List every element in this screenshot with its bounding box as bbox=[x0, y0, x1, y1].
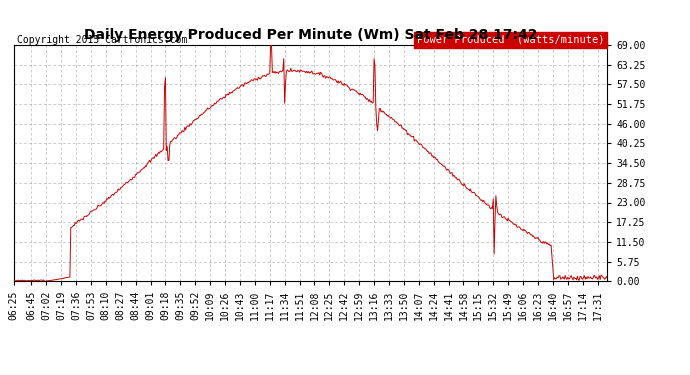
Text: Power Produced  (watts/minute): Power Produced (watts/minute) bbox=[417, 35, 604, 45]
Text: Copyright 2015 Cartronics.com: Copyright 2015 Cartronics.com bbox=[17, 35, 187, 45]
Title: Daily Energy Produced Per Minute (Wm) Sat Feb 28 17:42: Daily Energy Produced Per Minute (Wm) Sa… bbox=[83, 28, 538, 42]
